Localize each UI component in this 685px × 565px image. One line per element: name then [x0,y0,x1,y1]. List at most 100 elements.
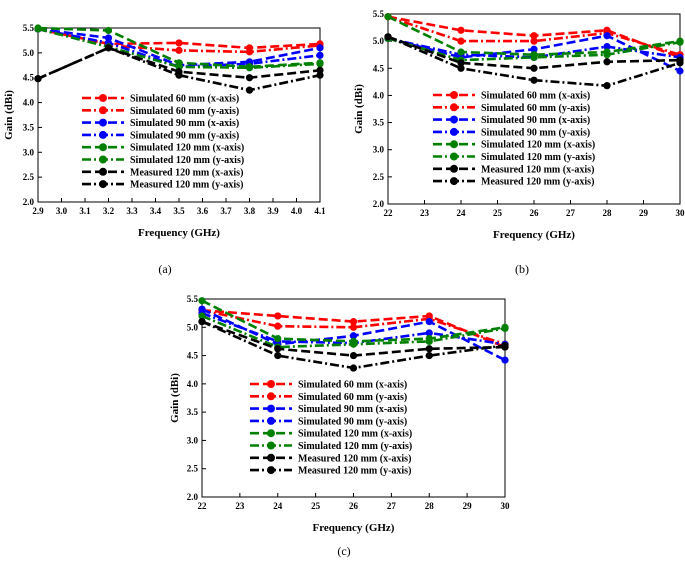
series-point [530,53,538,62]
series-point [425,345,433,353]
legend-label: Measured 120 mm (x-axis) [481,164,594,175]
series-point [34,75,42,83]
series-point [316,44,324,52]
series-point [457,37,465,45]
series-point [676,38,684,46]
legend-label: Simulated 90 mm (x-axis) [298,404,407,415]
series-point [530,37,538,45]
x-tick-label: 28 [603,208,613,218]
series-point [530,32,538,40]
series-point [245,64,254,72]
legend-label: Simulated 60 mm (x-axis) [481,91,590,102]
x-axis-label: Frequency (GHz) [313,522,395,534]
x-tick-label: 26 [349,501,359,511]
legend-marker [99,106,107,115]
legend: Simulated 60 mm (x-axis)Simulated 60 mm … [250,380,412,477]
x-tick-label: 23 [420,208,430,218]
legend-marker [450,127,458,136]
x-tick-label: 30 [501,501,511,511]
x-tick-label: 25 [493,208,503,218]
series-point [198,312,206,320]
series-point [676,67,684,75]
legend-marker [267,429,275,438]
legend-marker [267,392,275,401]
series-point [676,59,684,67]
legend-marker [450,177,458,186]
series-line-4 [387,37,681,59]
series-point [384,13,392,21]
legend-label: Simulated 60 mm (x-axis) [130,94,239,105]
legend-label: Measured 120 mm (x-axis) [298,453,411,464]
x-tick-label: 30 [676,208,685,218]
legend-marker [99,130,107,139]
series-point [175,63,183,71]
legend-label: Simulated 90 mm (x-axis) [130,118,239,129]
y-tick-label: 5.0 [373,36,385,46]
x-tick-label: 2.9 [32,206,44,216]
series-line-8 [37,46,321,92]
series-point [425,329,433,337]
x-tick-label: 3.6 [197,206,209,216]
x-tick-label: 3.9 [267,206,279,216]
legend-label: Simulated 120 mm (x-axis) [481,140,595,151]
legend-marker [99,143,107,152]
series-point [425,318,433,326]
chart-panel-1: 2.9 3.0 3.1 3.2 3.3 3.4 3.5 3.6 3.7 3.8 3.9 4.0 4.1 2… [3,23,326,276]
legend-marker [450,103,458,112]
y-tick-label: 2.5 [373,172,385,182]
y-tick-label: 2.0 [23,197,35,207]
y-tick-label: 3.5 [23,122,35,132]
y-tick-label: 5.5 [187,294,199,304]
legend-label: Simulated 60 mm (x-axis) [298,380,407,391]
series-point [501,324,509,333]
series-point [530,45,538,53]
series-point [603,82,611,90]
y-tick-label: 4.5 [23,73,35,83]
series-point [175,46,183,54]
series-point [425,351,433,360]
legend-marker [267,453,275,462]
series-point [457,48,465,56]
x-tick-label: 24 [273,501,283,511]
y-tick-label: 3.0 [373,145,385,155]
series-point [104,26,113,35]
series-point [274,335,282,343]
series-point [603,42,611,51]
x-tick-label: 29 [639,208,649,218]
series-point [457,59,465,67]
x-tick-label: 3.1 [79,206,91,216]
series-point [274,322,282,330]
y-tick-label: 3.5 [373,118,385,128]
series-point [245,86,254,94]
series-line-6 [37,27,321,70]
legend-label: Simulated 120 mm (x-axis) [130,143,244,154]
legend-marker [450,152,458,161]
legend-label: Simulated 90 mm (x-axis) [481,115,590,126]
series-point [603,51,611,59]
x-tick-label: 25 [311,501,321,511]
y-tick-label: 4.5 [187,351,199,361]
panel-label: (a) [158,262,171,276]
series-point [457,64,465,72]
series-point [349,340,358,348]
legend-marker [450,91,458,99]
x-tick-label: 4.1 [314,206,326,216]
y-tick-label: 2.0 [373,199,385,209]
legend-label: Simulated 60 mm (y-axis) [298,392,407,403]
x-tick-label: 26 [530,208,540,218]
series-point [530,76,538,84]
legend-label: Simulated 90 mm (y-axis) [130,130,239,141]
x-tick-label: 22 [384,208,394,218]
legend-marker [450,164,458,173]
x-tick-label: 27 [566,208,576,218]
y-tick-label: 5.5 [373,9,385,19]
legend-label: Simulated 120 mm (y-axis) [130,155,244,166]
legend-label: Simulated 120 mm (x-axis) [298,429,412,440]
legend-marker [267,416,275,425]
y-tick-label: 2.5 [187,464,199,474]
legend-marker [99,118,107,127]
legend-marker [267,404,275,413]
legend-label: Simulated 120 mm (y-axis) [298,441,412,452]
y-tick-label: 3.5 [187,407,199,417]
